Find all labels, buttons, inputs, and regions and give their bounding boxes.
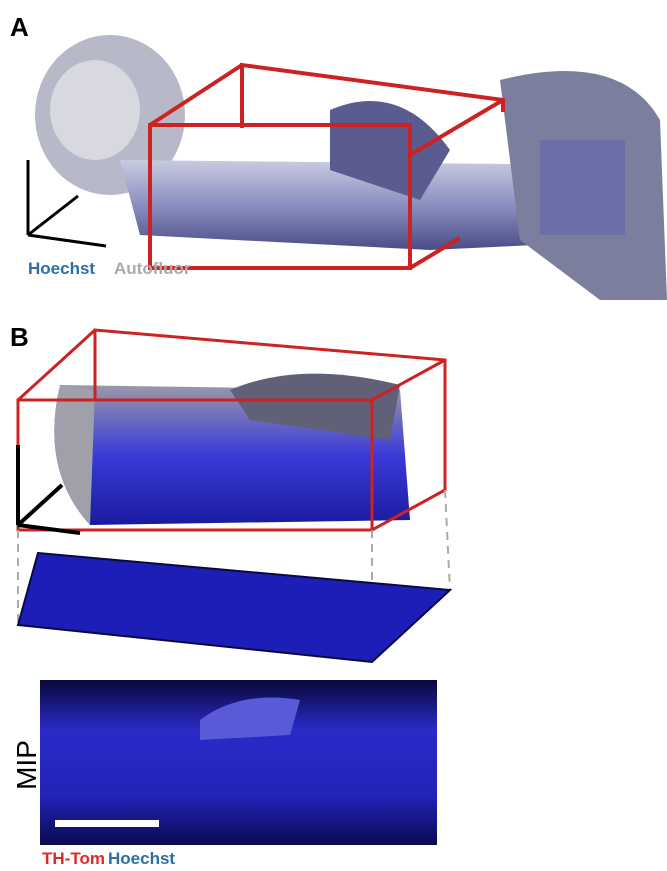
scale-bar [55, 820, 159, 827]
legend-autofluor: Autofluor [114, 259, 191, 278]
figure: A Hoechst Autofluor B [0, 0, 667, 871]
panel-label: B [10, 322, 29, 352]
mip-label: MIP [11, 740, 42, 790]
legend-hoechst: Hoechst [28, 259, 95, 278]
panel-label: A [10, 12, 29, 42]
legend-th-tom: TH-Tom [42, 849, 105, 868]
legend-hoechst: Hoechst [108, 849, 175, 868]
bone-render-b [54, 374, 410, 525]
projection-slab [18, 553, 450, 662]
